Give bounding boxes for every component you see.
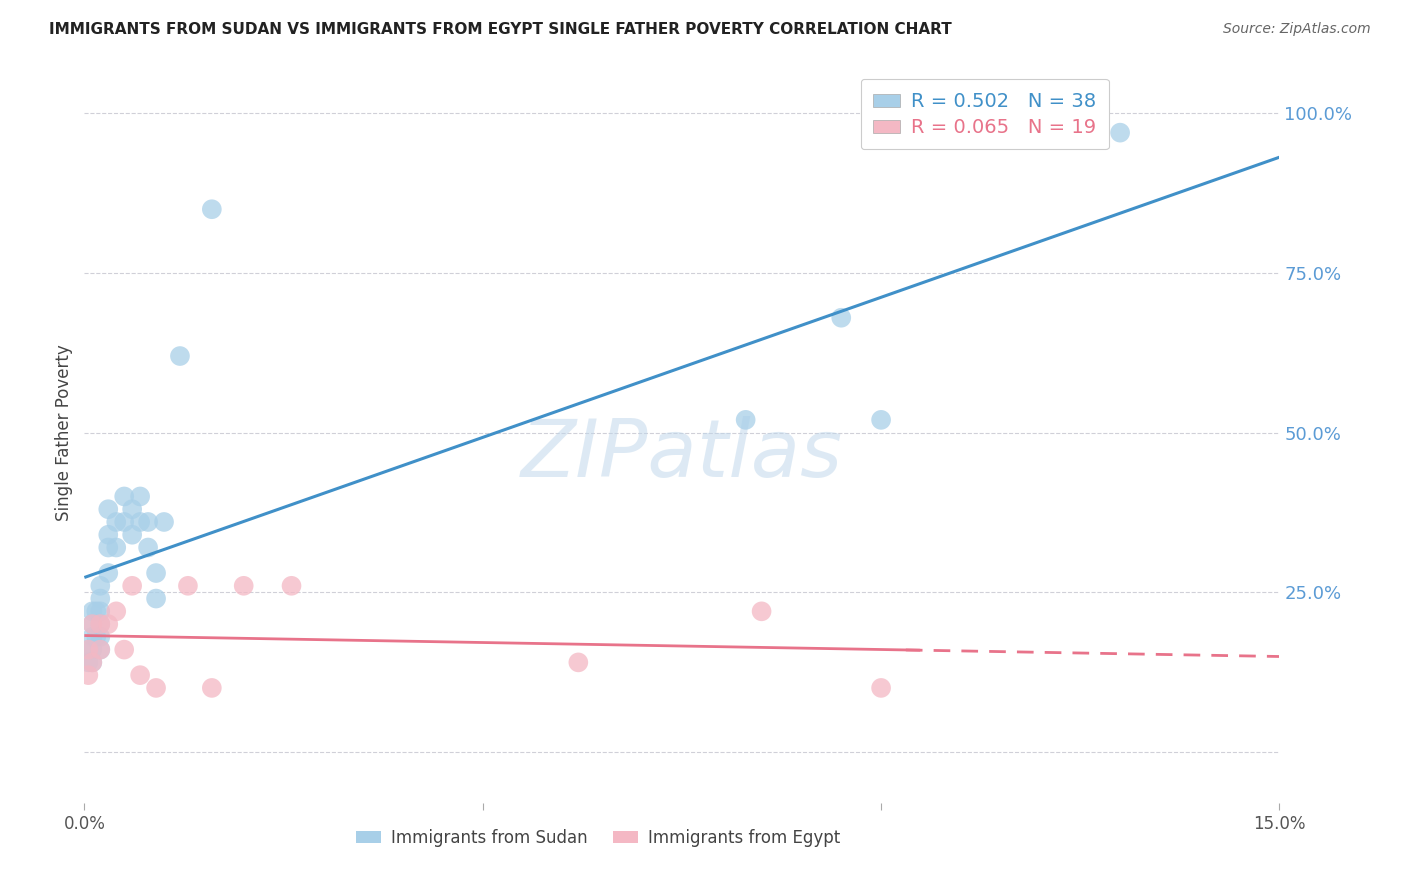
Point: [121, 579, 143, 593]
Point: [86, 630, 108, 644]
Point: [77, 656, 100, 670]
Point: [89, 617, 111, 632]
Point: [89, 591, 111, 606]
Point: [232, 579, 254, 593]
Point: [82, 630, 104, 644]
Point: [145, 566, 167, 580]
Point: [121, 502, 143, 516]
Point: [201, 202, 224, 217]
Point: [129, 668, 152, 682]
Text: IMMIGRANTS FROM SUDAN VS IMMIGRANTS FROM EGYPT SINGLE FATHER POVERTY CORRELATION: IMMIGRANTS FROM SUDAN VS IMMIGRANTS FROM…: [49, 22, 952, 37]
Point: [830, 310, 852, 325]
Point: [1109, 126, 1132, 140]
Point: [751, 604, 773, 618]
Point: [82, 617, 104, 632]
Point: [97, 541, 120, 555]
Legend: Immigrants from Sudan, Immigrants from Egypt: Immigrants from Sudan, Immigrants from E…: [350, 822, 846, 854]
Text: Source: ZipAtlas.com: Source: ZipAtlas.com: [1223, 22, 1371, 37]
Point: [89, 642, 111, 657]
Point: [734, 413, 756, 427]
Point: [112, 642, 135, 657]
Point: [153, 515, 176, 529]
Point: [870, 413, 893, 427]
Point: [136, 515, 159, 529]
Point: [169, 349, 191, 363]
Point: [82, 656, 104, 670]
Point: [77, 642, 100, 657]
Point: [112, 515, 135, 529]
Point: [105, 604, 128, 618]
Point: [86, 604, 108, 618]
Point: [280, 579, 302, 593]
Text: ZIPatlas: ZIPatlas: [520, 416, 844, 494]
Point: [97, 502, 120, 516]
Point: [105, 541, 128, 555]
Point: [97, 566, 120, 580]
Point: [82, 656, 104, 670]
Point: [82, 604, 104, 618]
Point: [89, 604, 111, 618]
Point: [201, 681, 224, 695]
Point: [136, 541, 159, 555]
Point: [145, 681, 167, 695]
Point: [77, 642, 100, 657]
Point: [129, 515, 152, 529]
Point: [89, 642, 111, 657]
Point: [97, 617, 120, 632]
Point: [177, 579, 200, 593]
Point: [145, 591, 167, 606]
Point: [82, 617, 104, 632]
Y-axis label: Single Father Poverty: Single Father Poverty: [55, 344, 73, 521]
Point: [870, 681, 893, 695]
Point: [129, 490, 152, 504]
Point: [89, 617, 111, 632]
Point: [567, 656, 589, 670]
Point: [82, 642, 104, 657]
Point: [89, 579, 111, 593]
Point: [105, 515, 128, 529]
Point: [97, 527, 120, 541]
Point: [112, 490, 135, 504]
Point: [121, 527, 143, 541]
Point: [77, 668, 100, 682]
Point: [89, 630, 111, 644]
